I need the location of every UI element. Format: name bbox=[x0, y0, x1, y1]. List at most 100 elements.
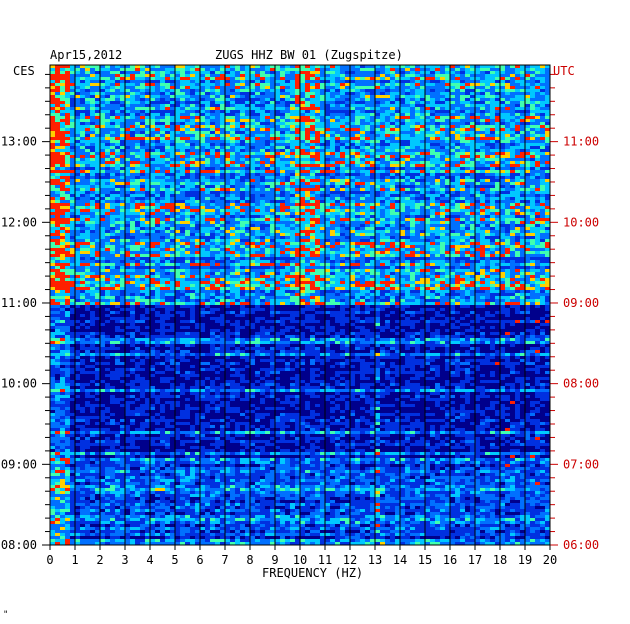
heatmap-cell bbox=[175, 143, 180, 146]
heatmap-cell bbox=[495, 179, 500, 182]
heatmap-cell bbox=[530, 137, 535, 140]
heatmap-cell bbox=[145, 143, 150, 146]
heatmap-cell bbox=[370, 206, 375, 209]
heatmap-cell bbox=[305, 83, 310, 86]
heatmap-cell bbox=[485, 173, 490, 176]
heatmap-cell bbox=[140, 113, 145, 116]
heatmap-cell bbox=[280, 155, 285, 158]
heatmap-cell bbox=[70, 194, 75, 197]
heatmap-cell bbox=[365, 131, 370, 134]
heatmap-cell bbox=[420, 134, 425, 137]
heatmap-cell bbox=[230, 185, 235, 188]
heatmap-cell bbox=[75, 83, 80, 86]
heatmap-cell bbox=[330, 140, 335, 143]
heatmap-cell bbox=[420, 131, 425, 134]
heatmap-cell bbox=[100, 65, 105, 68]
heatmap-cell bbox=[270, 77, 275, 80]
heatmap-cell bbox=[505, 98, 510, 101]
heatmap-cell bbox=[365, 182, 370, 185]
heatmap-cell bbox=[230, 122, 235, 125]
heatmap-cell bbox=[105, 167, 110, 170]
heatmap-cell bbox=[250, 104, 255, 107]
heatmap-cell bbox=[75, 188, 80, 191]
heatmap-cell bbox=[85, 179, 90, 182]
heatmap-cell bbox=[220, 200, 225, 203]
heatmap-cell bbox=[250, 98, 255, 101]
heatmap-cell bbox=[440, 125, 445, 128]
heatmap-cell bbox=[375, 110, 380, 113]
heatmap-cell bbox=[470, 101, 475, 104]
heatmap-cell bbox=[455, 146, 460, 149]
heatmap-cell bbox=[445, 194, 450, 197]
heatmap-cell bbox=[160, 143, 165, 146]
heatmap-cell bbox=[305, 71, 310, 74]
heatmap-cell bbox=[525, 170, 530, 173]
heatmap-cell bbox=[380, 182, 385, 185]
heatmap-cell bbox=[440, 116, 445, 119]
heatmap-cell bbox=[225, 170, 230, 173]
heatmap-cell bbox=[130, 152, 135, 155]
heatmap-cell bbox=[285, 206, 290, 209]
heatmap-cell bbox=[215, 83, 220, 86]
heatmap-cell bbox=[160, 194, 165, 197]
heatmap-cell bbox=[155, 149, 160, 152]
heatmap-cell bbox=[200, 173, 205, 176]
heatmap-cell bbox=[345, 83, 350, 86]
heatmap-cell bbox=[390, 161, 395, 164]
heatmap-cell bbox=[70, 128, 75, 131]
heatmap-cell bbox=[75, 107, 80, 110]
heatmap-cell bbox=[255, 101, 260, 104]
heatmap-cell bbox=[255, 134, 260, 137]
heatmap-cell bbox=[365, 176, 370, 179]
heatmap-cell bbox=[185, 65, 190, 68]
heatmap-cell bbox=[230, 140, 235, 143]
heatmap-cell bbox=[195, 167, 200, 170]
heatmap-cell bbox=[410, 209, 415, 212]
heatmap-cell bbox=[215, 179, 220, 182]
heatmap-cell bbox=[185, 101, 190, 104]
heatmap-cell bbox=[445, 119, 450, 122]
heatmap-cell bbox=[75, 110, 80, 113]
heatmap-cell bbox=[545, 191, 550, 194]
heatmap-cell bbox=[450, 167, 455, 170]
heatmap-cell bbox=[50, 95, 55, 98]
heatmap-cell bbox=[240, 182, 245, 185]
heatmap-cell bbox=[410, 77, 415, 80]
heatmap-cell bbox=[400, 146, 405, 149]
heatmap-cell bbox=[345, 110, 350, 113]
heatmap-cell bbox=[290, 146, 295, 149]
heatmap-cell bbox=[270, 140, 275, 143]
heatmap-cell bbox=[315, 188, 320, 191]
heatmap-cell bbox=[465, 155, 470, 158]
heatmap-cell bbox=[240, 191, 245, 194]
heatmap-cell bbox=[265, 212, 270, 215]
heatmap-cell bbox=[305, 176, 310, 179]
heatmap-cell bbox=[190, 122, 195, 125]
heatmap-cell bbox=[485, 143, 490, 146]
heatmap-cell bbox=[155, 158, 160, 161]
heatmap-cell bbox=[335, 203, 340, 206]
heatmap-cell bbox=[490, 194, 495, 197]
heatmap-cell bbox=[230, 83, 235, 86]
heatmap-cell bbox=[165, 164, 170, 167]
heatmap-cell bbox=[140, 146, 145, 149]
heatmap-cell bbox=[170, 68, 175, 71]
heatmap-cell bbox=[310, 137, 315, 140]
heatmap-cell bbox=[480, 149, 485, 152]
heatmap-cell bbox=[280, 77, 285, 80]
heatmap-cell bbox=[490, 176, 495, 179]
heatmap-cell bbox=[165, 194, 170, 197]
heatmap-cell bbox=[90, 92, 95, 95]
heatmap-cell bbox=[265, 125, 270, 128]
heatmap-cell bbox=[480, 206, 485, 209]
heatmap-cell bbox=[215, 65, 220, 68]
heatmap-cell bbox=[65, 188, 70, 191]
heatmap-cell bbox=[440, 167, 445, 170]
heatmap-cell bbox=[395, 146, 400, 149]
heatmap-cell bbox=[115, 101, 120, 104]
heatmap-cell bbox=[240, 137, 245, 140]
heatmap-cell bbox=[185, 173, 190, 176]
heatmap-cell bbox=[145, 191, 150, 194]
heatmap-cell bbox=[355, 161, 360, 164]
heatmap-cell bbox=[430, 83, 435, 86]
